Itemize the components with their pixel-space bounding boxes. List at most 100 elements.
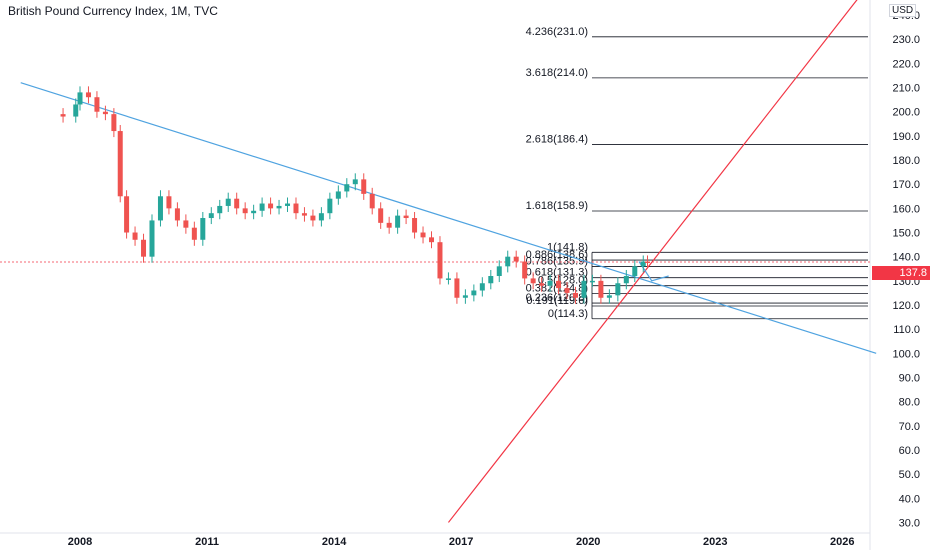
candle-body — [141, 239, 147, 257]
candle-body — [369, 193, 375, 209]
candle-body — [644, 261, 650, 264]
candle-body — [598, 280, 604, 298]
currency-selector[interactable]: USD — [889, 4, 917, 17]
y-tick-label: 180.0 — [892, 155, 920, 167]
y-tick-label: 100.0 — [892, 348, 920, 360]
fib-level-label: 1.618(158.9) — [526, 200, 588, 212]
y-tick-label: 150.0 — [892, 228, 920, 240]
candle-body — [403, 215, 409, 219]
candle-body — [85, 92, 91, 98]
candle-body — [420, 232, 426, 238]
candle-body — [259, 203, 265, 211]
candle-body — [352, 179, 358, 185]
x-tick-label: 2014 — [322, 536, 347, 548]
candle-body — [445, 278, 451, 280]
candle-body — [488, 276, 494, 284]
y-tick-label: 80.0 — [899, 397, 920, 409]
candle-body — [462, 295, 468, 298]
candle-body — [361, 179, 367, 194]
candle-body — [111, 114, 117, 132]
y-tick-label: 220.0 — [892, 58, 920, 70]
candle-body — [268, 203, 274, 209]
fib-level-label: 3.618(214.0) — [526, 67, 588, 79]
fib-level-label: 2.618(186.4) — [526, 134, 588, 146]
candle-body — [606, 295, 612, 298]
candle-body — [615, 283, 621, 296]
candle-body — [60, 114, 66, 117]
candle-body — [505, 256, 511, 267]
x-tick-label: 2017 — [449, 536, 473, 548]
candle-body — [102, 111, 108, 115]
fib-level-label: 0.191(119.6) — [526, 295, 588, 307]
support-trendline — [447, 0, 858, 523]
x-tick-label: 2023 — [703, 536, 727, 548]
fib-level-label: 0.886(138.6) — [526, 249, 588, 261]
last-price-tag: 137.8 — [872, 266, 930, 280]
candle-body — [530, 278, 536, 284]
candle-body — [310, 215, 316, 221]
candle-body — [217, 205, 223, 214]
candle-body — [564, 288, 570, 293]
y-tick-label: 230.0 — [892, 34, 920, 46]
candle-body — [386, 222, 392, 228]
y-tick-label: 160.0 — [892, 203, 920, 215]
y-tick-label: 140.0 — [892, 252, 920, 264]
y-tick-label: 110.0 — [893, 324, 920, 336]
fib-level-label: 0(114.3) — [548, 308, 588, 320]
candle-body — [522, 261, 528, 279]
y-tick-label: 120.0 — [892, 300, 920, 312]
candle-body — [556, 280, 562, 289]
candle-body — [632, 266, 638, 277]
candle-body — [174, 208, 180, 221]
candle-body — [539, 283, 545, 286]
candle-body — [117, 131, 123, 197]
candle-body — [285, 203, 291, 206]
candle-body — [496, 266, 502, 277]
candle-body — [94, 97, 100, 112]
candle-body — [640, 261, 646, 267]
candle-body — [335, 191, 341, 199]
candle-body — [183, 220, 189, 228]
y-tick-label: 190.0 — [892, 131, 920, 143]
y-tick-label: 70.0 — [899, 421, 920, 433]
fib-level-label: 0.618(131.3) — [526, 267, 588, 279]
candle-body — [200, 218, 206, 240]
candle-body — [547, 280, 553, 286]
candle-body — [149, 220, 155, 257]
y-tick-label: 170.0 — [892, 179, 920, 191]
candle-body — [412, 218, 418, 233]
chart-title: British Pound Currency Index, 1M, TVC — [8, 4, 218, 18]
candle-body — [327, 198, 333, 214]
y-tick-label: 40.0 — [899, 493, 920, 505]
candle-body — [471, 290, 477, 296]
candle-body — [572, 292, 578, 298]
candle-body — [124, 196, 130, 233]
candle-body — [73, 104, 79, 117]
candle-body — [208, 213, 214, 219]
candle-body — [513, 256, 519, 262]
x-tick-label: 2011 — [195, 536, 219, 548]
y-tick-label: 90.0 — [899, 372, 920, 384]
y-tick-label: 30.0 — [899, 517, 920, 529]
candle-body — [581, 280, 587, 298]
candle-body — [242, 208, 248, 214]
candle-body — [378, 208, 384, 223]
y-tick-label: 200.0 — [892, 107, 920, 119]
candle-body — [293, 203, 299, 214]
candle-body — [132, 232, 138, 240]
candle-body — [166, 196, 172, 209]
fib-level-label: 1(141.8) — [547, 241, 588, 253]
candle-body — [623, 276, 629, 284]
x-tick-label: 2008 — [68, 536, 92, 548]
candle-body — [276, 205, 282, 209]
candle-body — [234, 198, 240, 209]
resistance-trendline — [20, 82, 877, 354]
y-tick-label: 210.0 — [892, 83, 920, 95]
candle-body — [454, 278, 460, 298]
y-tick-label: 60.0 — [899, 445, 920, 457]
x-tick-label: 2026 — [830, 536, 854, 548]
candle-body — [395, 215, 401, 228]
candle-body — [589, 280, 595, 283]
candle-body — [479, 283, 485, 291]
